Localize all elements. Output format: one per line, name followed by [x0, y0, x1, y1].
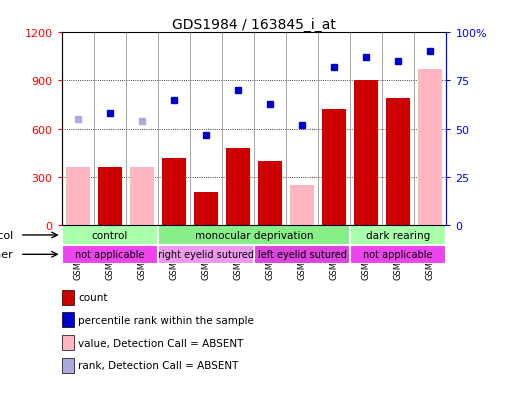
Bar: [258, 161, 282, 226]
Bar: [322, 110, 346, 226]
Text: left eyelid sutured: left eyelid sutured: [258, 250, 346, 260]
Bar: [130, 168, 154, 226]
Bar: [194, 192, 218, 226]
Bar: [158, 226, 350, 245]
Bar: [226, 149, 250, 226]
Bar: [254, 245, 350, 264]
Text: not applicable: not applicable: [364, 250, 433, 260]
Bar: [354, 81, 378, 226]
Bar: [350, 226, 446, 245]
Bar: [158, 245, 254, 264]
Bar: [62, 226, 158, 245]
Text: monocular deprivation: monocular deprivation: [195, 230, 313, 240]
Text: count: count: [78, 292, 108, 302]
Text: control: control: [91, 230, 128, 240]
Bar: [418, 70, 442, 226]
Text: dark rearing: dark rearing: [366, 230, 430, 240]
Text: percentile rank within the sample: percentile rank within the sample: [78, 315, 254, 325]
Bar: [97, 168, 122, 226]
Text: other: other: [0, 250, 13, 260]
Text: value, Detection Call = ABSENT: value, Detection Call = ABSENT: [78, 338, 244, 348]
Bar: [290, 185, 314, 226]
Text: not applicable: not applicable: [75, 250, 144, 260]
Bar: [350, 245, 446, 264]
Bar: [386, 99, 410, 226]
Text: right eyelid sutured: right eyelid sutured: [158, 250, 254, 260]
Text: rank, Detection Call = ABSENT: rank, Detection Call = ABSENT: [78, 361, 239, 370]
Bar: [66, 168, 90, 226]
Bar: [162, 158, 186, 226]
Bar: [62, 245, 158, 264]
Title: GDS1984 / 163845_i_at: GDS1984 / 163845_i_at: [172, 18, 336, 32]
Text: protocol: protocol: [0, 230, 13, 240]
